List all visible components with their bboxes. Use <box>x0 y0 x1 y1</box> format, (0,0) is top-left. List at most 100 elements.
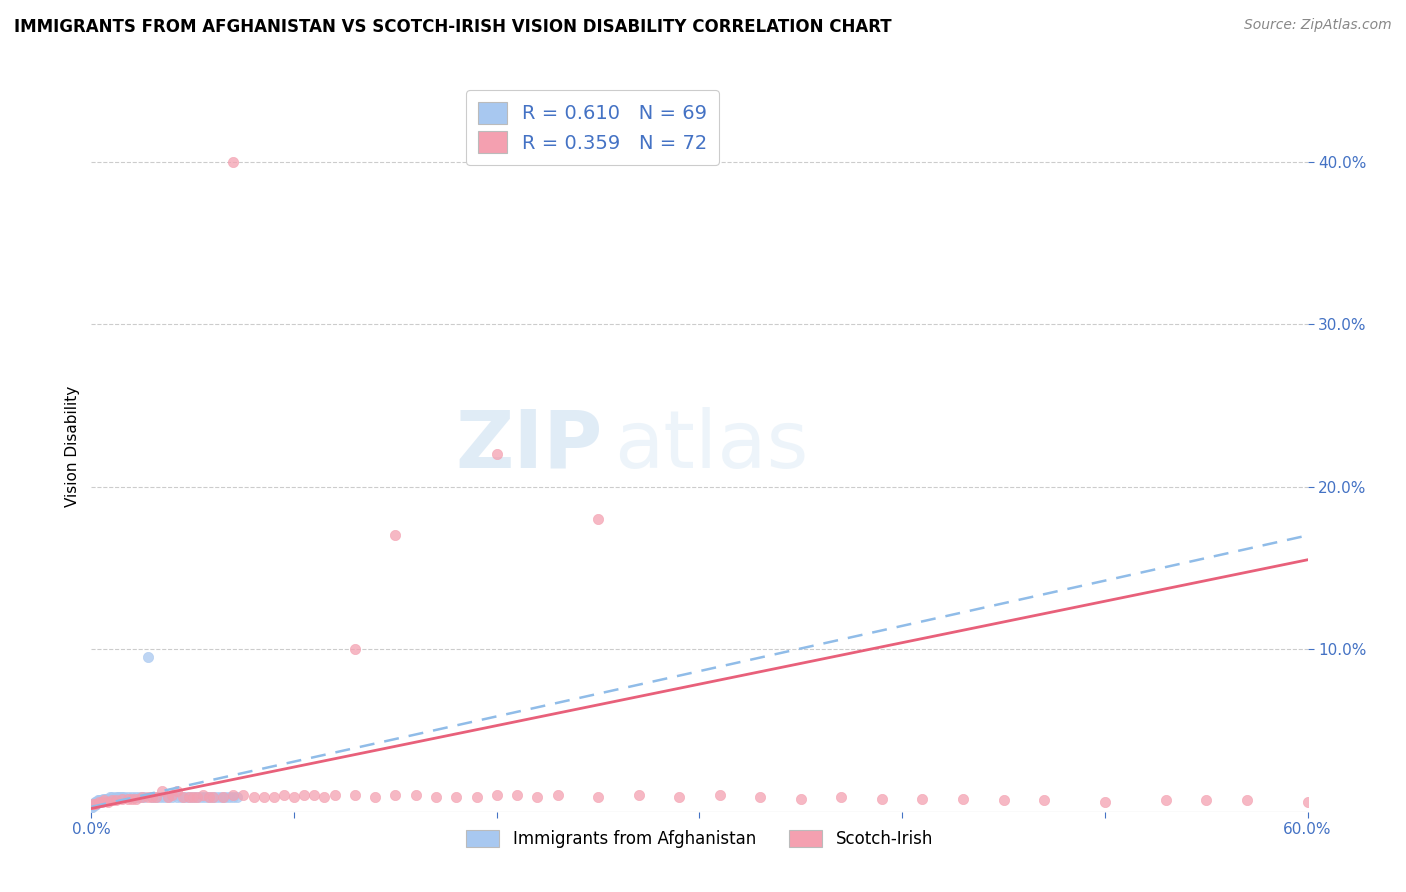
Point <box>104 793 127 807</box>
Point <box>136 790 159 805</box>
Point <box>465 790 488 805</box>
Point <box>405 789 427 803</box>
Point <box>186 790 208 805</box>
Point <box>125 791 148 805</box>
Point <box>121 790 143 805</box>
Point <box>90 793 112 807</box>
Point <box>177 790 200 805</box>
Point <box>84 797 107 811</box>
Point <box>668 790 690 805</box>
Point <box>129 790 152 805</box>
Point <box>157 790 180 805</box>
Point <box>198 790 221 805</box>
Point <box>364 790 387 805</box>
Point <box>82 797 104 811</box>
Point <box>191 789 214 803</box>
Point <box>108 790 131 805</box>
Legend: Immigrants from Afghanistan, Scotch-Irish: Immigrants from Afghanistan, Scotch-Iris… <box>460 823 939 855</box>
Point <box>80 798 103 813</box>
Point <box>166 790 188 805</box>
Point <box>98 790 121 805</box>
Point <box>82 800 104 814</box>
Point <box>190 790 212 805</box>
Point <box>323 789 346 803</box>
Point <box>83 797 105 811</box>
Point <box>145 790 167 805</box>
Point <box>1094 795 1116 809</box>
Point <box>749 790 772 805</box>
Point <box>84 797 107 811</box>
Point <box>166 783 188 797</box>
Point <box>172 790 194 805</box>
Point <box>952 791 974 805</box>
Point <box>157 790 180 805</box>
Point <box>198 790 221 805</box>
Point <box>132 790 155 805</box>
Point <box>993 793 1015 807</box>
Point <box>136 650 159 665</box>
Point <box>117 790 139 805</box>
Point <box>162 789 184 803</box>
Point <box>222 790 245 805</box>
Point <box>87 793 110 807</box>
Point <box>1236 793 1258 807</box>
Point <box>96 791 118 805</box>
Point <box>131 790 153 805</box>
Point <box>343 642 366 657</box>
Point <box>97 795 120 809</box>
Point <box>83 798 105 813</box>
Point <box>97 791 120 805</box>
Point <box>82 798 104 813</box>
Point <box>485 447 508 461</box>
Point <box>111 790 134 805</box>
Point <box>273 789 295 803</box>
Point <box>194 790 217 805</box>
Point <box>89 793 111 807</box>
Point <box>1195 793 1218 807</box>
Point <box>202 790 225 805</box>
Point <box>82 798 104 813</box>
Point <box>149 790 172 805</box>
Point <box>314 790 336 805</box>
Point <box>1154 793 1177 807</box>
Point <box>80 800 103 814</box>
Point <box>173 790 195 805</box>
Point <box>89 795 111 809</box>
Y-axis label: Vision Disability: Vision Disability <box>65 385 80 507</box>
Point <box>586 512 609 526</box>
Point <box>150 783 173 797</box>
Point <box>87 795 110 809</box>
Point <box>209 790 232 805</box>
Point <box>186 790 208 805</box>
Point <box>485 789 508 803</box>
Text: Source: ZipAtlas.com: Source: ZipAtlas.com <box>1244 18 1392 32</box>
Point <box>253 790 276 805</box>
Point <box>94 793 117 807</box>
Point <box>89 793 111 807</box>
Point <box>89 795 111 809</box>
Point <box>870 791 893 805</box>
Point <box>86 795 108 809</box>
Point <box>214 790 236 805</box>
Point <box>547 789 569 803</box>
Point <box>121 791 143 805</box>
Point <box>93 791 115 805</box>
Point <box>384 528 406 542</box>
Point <box>162 790 184 805</box>
Point <box>226 790 249 805</box>
Text: atlas: atlas <box>614 407 808 485</box>
Text: IMMIGRANTS FROM AFGHANISTAN VS SCOTCH-IRISH VISION DISABILITY CORRELATION CHART: IMMIGRANTS FROM AFGHANISTAN VS SCOTCH-IR… <box>14 18 891 36</box>
Point <box>181 790 204 805</box>
Point <box>141 790 163 805</box>
Point <box>212 790 235 805</box>
Point <box>153 790 176 805</box>
Point <box>83 797 105 811</box>
Point <box>112 790 135 805</box>
Point <box>84 795 107 809</box>
Point <box>100 790 122 805</box>
Point <box>526 790 548 805</box>
Point <box>141 790 163 805</box>
Point <box>627 789 650 803</box>
Point <box>100 793 122 807</box>
Point <box>93 793 115 807</box>
